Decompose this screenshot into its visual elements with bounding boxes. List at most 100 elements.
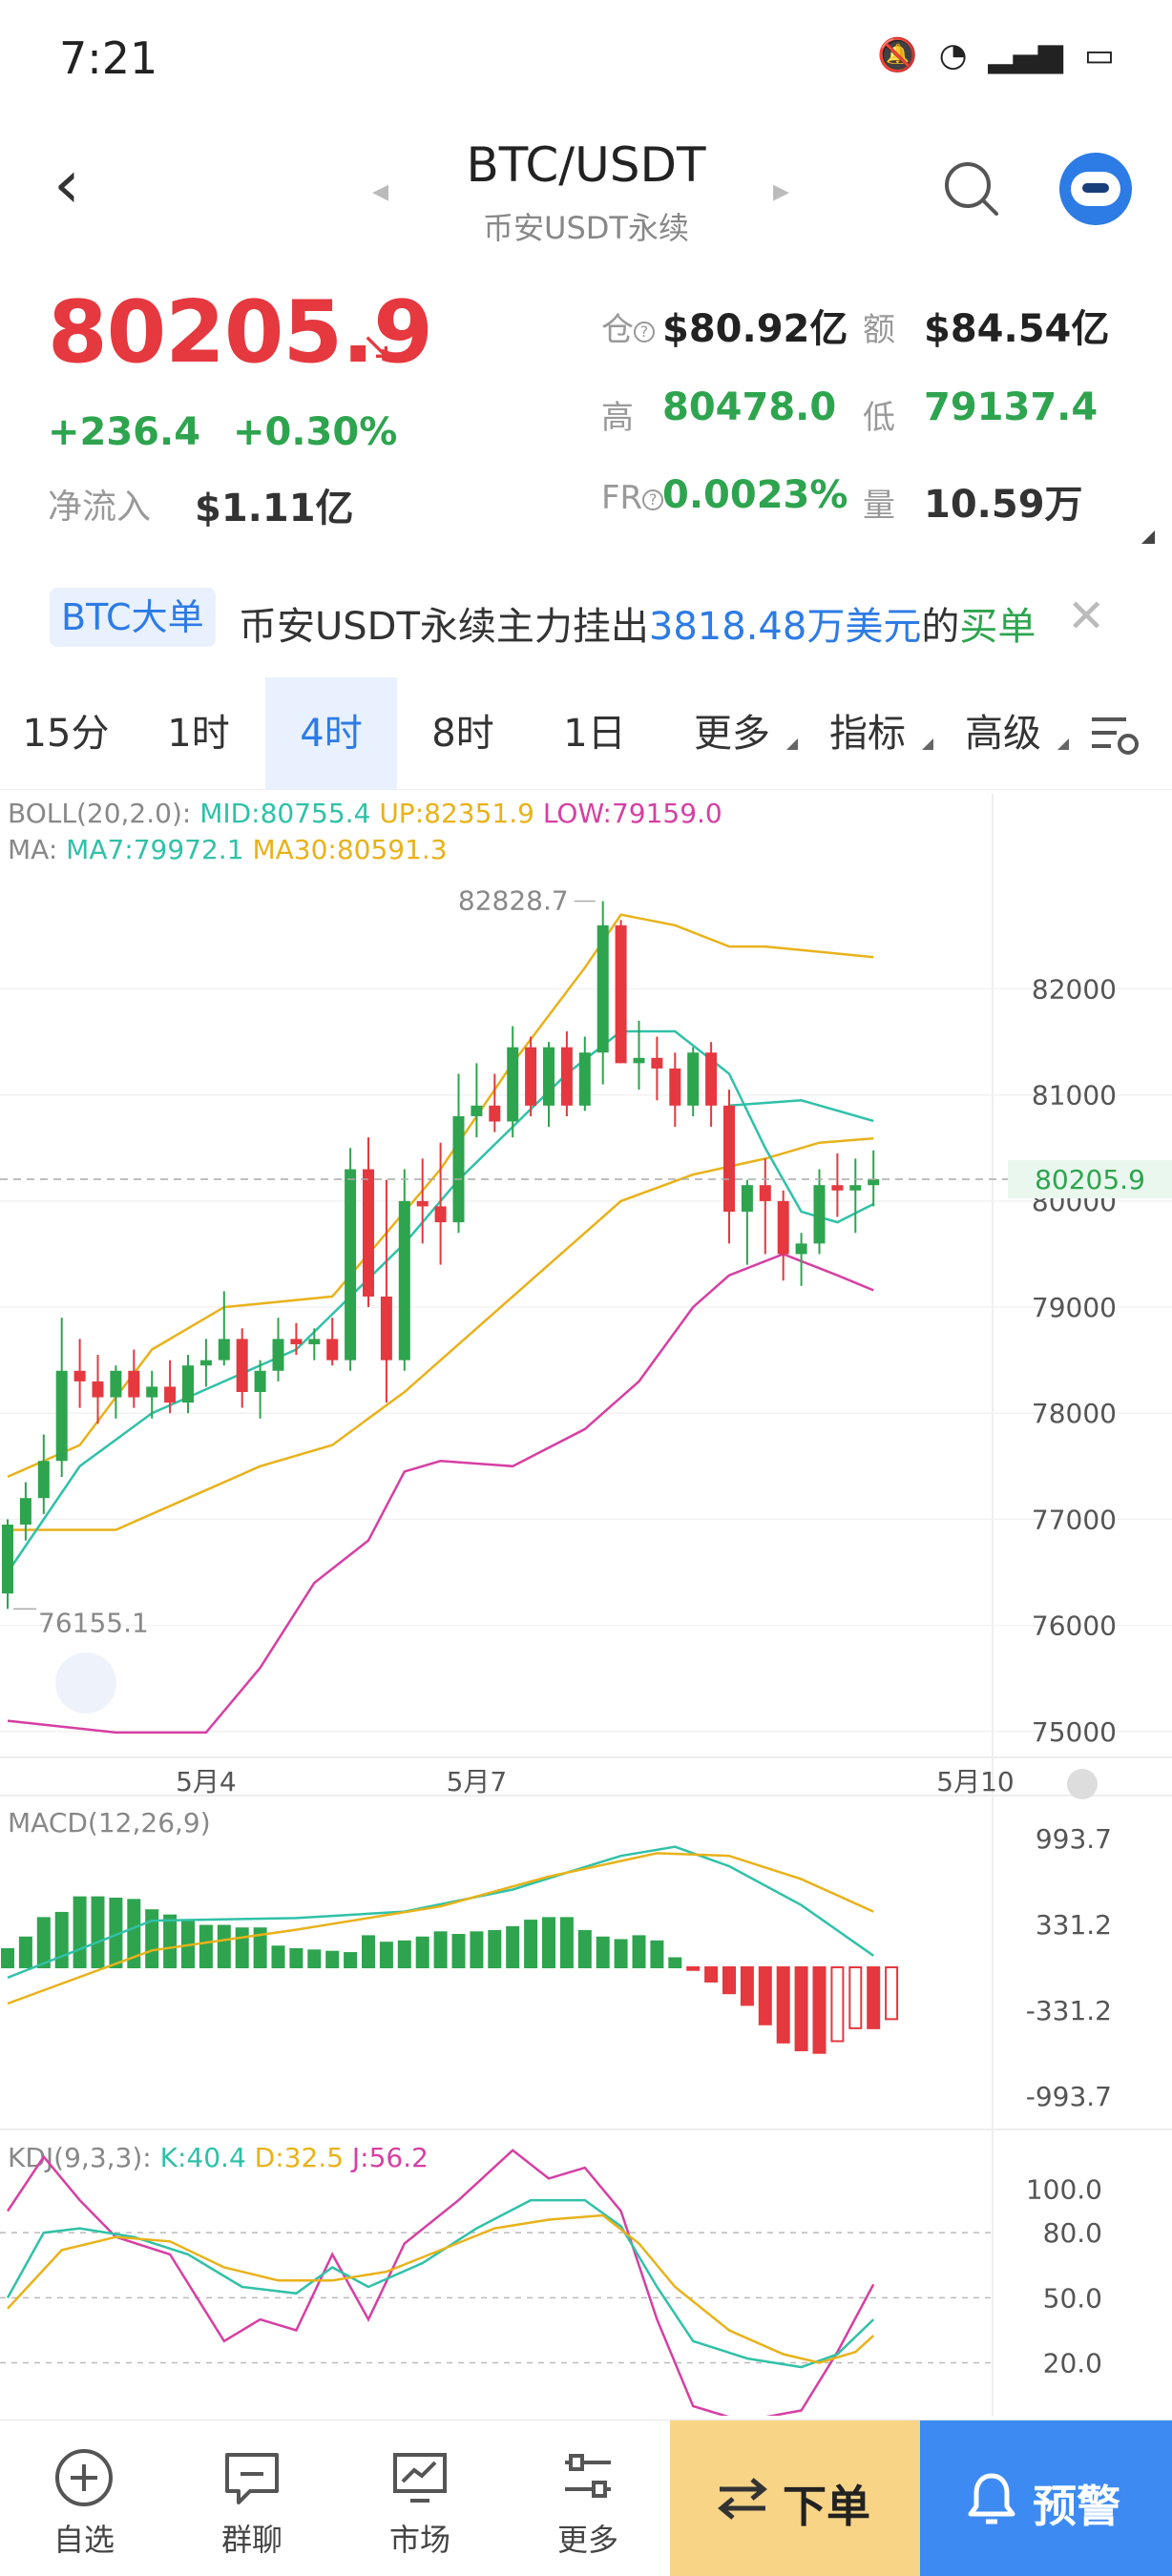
candle-body (687, 1052, 700, 1106)
next-symbol-icon[interactable]: ▸ (773, 172, 790, 210)
banner-text: 币安USDT永续主力挂出3818.48万美元的买单 (239, 605, 1036, 649)
search-icon[interactable] (941, 158, 1002, 219)
header: ‹ ◂ BTC/USDT 币安USDT永续 ▸ (0, 124, 1172, 248)
kline-chart[interactable]: 8200081000800007900078000770007600075000… (0, 794, 1172, 2416)
candle-body (525, 1047, 537, 1106)
tab-4h[interactable]: 4时 (265, 677, 397, 790)
kdj-tick-label: 20.0 (1043, 2348, 1102, 2379)
macd-tick-label: 331.2 (1036, 1909, 1112, 1941)
ma-legend: MA: MA7:79972.1 MA30:80591.3 (8, 834, 448, 865)
tab-1d[interactable]: 1日 (563, 712, 626, 756)
kdj-tick-label: 50.0 (1043, 2282, 1102, 2314)
candle (759, 1158, 771, 1255)
price-tick-label: 78000 (1032, 1398, 1117, 1429)
expand-corner-icon[interactable] (1141, 530, 1155, 544)
candle-body (596, 924, 609, 1053)
macd-tick-label: -993.7 (1026, 2081, 1112, 2112)
last-price: 80205.9 (48, 282, 433, 383)
netflow-value: $1.11亿 (195, 487, 354, 530)
robot-avatar[interactable] (1059, 153, 1132, 225)
candle-body (363, 1169, 374, 1297)
macd-bar (362, 1935, 375, 1968)
price-tick-label: 76000 (1032, 1610, 1117, 1642)
candle (110, 1365, 122, 1419)
tab-1h[interactable]: 1时 (167, 712, 230, 756)
tab-advanced[interactable]: 高级 (941, 677, 1069, 790)
tab-15m[interactable]: 15分 (22, 712, 110, 756)
macd-dea-line (7, 1852, 874, 2005)
high-value: 80478.0 (662, 385, 837, 429)
candle-body (236, 1339, 248, 1392)
price-alert-button[interactable]: 预警 (920, 2420, 1172, 2576)
chart-settings-icon[interactable] (1088, 712, 1141, 759)
candle (434, 1142, 447, 1265)
oi-label: 仓? (601, 303, 655, 350)
whale-order-banner[interactable]: BTC大单 币安USDT永续主力挂出3818.48万美元的买单 ✕ (0, 576, 1172, 658)
wifi-icon: ◔ (938, 36, 968, 74)
candle-body (2, 1524, 13, 1594)
candle (2, 1519, 13, 1610)
kdj-j-line (6, 2149, 875, 2416)
close-icon[interactable]: ✕ (1067, 590, 1106, 643)
price-alert-label: 预警 (1033, 2481, 1120, 2532)
date-tick-label: 5月4 (176, 1766, 237, 1797)
candle (669, 1052, 681, 1128)
candle-body (813, 1185, 826, 1244)
symbol-title[interactable]: BTC/USDT (466, 137, 706, 193)
nav-label: 自选 (52, 2522, 115, 2558)
macd-bar (704, 1966, 719, 1983)
nav-watchlist[interactable]: 自选 (0, 2420, 168, 2576)
macd-bar (758, 1966, 772, 2025)
macd-bar (506, 1925, 520, 1968)
macd-bar (289, 1947, 303, 1969)
back-icon[interactable]: ‹ (53, 145, 80, 223)
place-order-button[interactable]: 下单 (670, 2420, 920, 2576)
ma30-line (8, 1136, 874, 1531)
tab-more[interactable]: 更多 (670, 677, 798, 790)
candle (578, 1036, 591, 1111)
candle (813, 1169, 826, 1255)
candle-body (272, 1339, 284, 1371)
macd-bar (217, 1924, 231, 1969)
macd-bar (722, 1966, 736, 1995)
kdj-k-line (6, 2198, 875, 2369)
nav-chat[interactable]: 群聊 (168, 2420, 336, 2576)
candle (128, 1349, 140, 1408)
macd-bar (344, 1952, 358, 1969)
tab-8h[interactable]: 8时 (431, 712, 494, 756)
price-change-abs: +236.4 (48, 410, 201, 454)
candle (543, 1042, 555, 1128)
place-order-label: 下单 (783, 2481, 870, 2532)
prev-symbol-icon[interactable]: ◂ (372, 172, 389, 210)
candle (615, 920, 627, 1064)
macd-bar (577, 1929, 592, 1968)
candle-body (182, 1365, 194, 1403)
fr-label: FR? (601, 479, 664, 517)
candle (723, 1090, 735, 1244)
candle (831, 1153, 844, 1217)
candle (471, 1063, 483, 1138)
low-label: 低 (863, 399, 895, 437)
macd-bar (199, 1924, 213, 1969)
nav-more[interactable]: 更多 (504, 2420, 672, 2576)
status-icons: 🔕 ◔ ▂▄▆ ▭ (877, 36, 1115, 74)
netflow-label: 净流入 (48, 488, 152, 527)
kdj-tick-label: 80.0 (1043, 2217, 1102, 2249)
amount-value: $84.54亿 (924, 307, 1110, 351)
nav-market[interactable]: 市场 (336, 2420, 504, 2576)
candle (73, 1339, 86, 1408)
help-icon[interactable]: ? (634, 322, 655, 343)
candle-body (110, 1370, 122, 1398)
help-icon[interactable]: ? (642, 489, 664, 510)
price-down-arrow-icon: ↘ (361, 324, 393, 368)
boll-mid-line (728, 1099, 874, 1123)
macd-bar (253, 1927, 267, 1969)
macd-bar (18, 1936, 32, 1969)
candle (795, 1233, 807, 1286)
macd-bar (812, 1966, 827, 2054)
add-circle-icon (55, 2449, 113, 2506)
tab-indicators[interactable]: 指标 (806, 677, 933, 790)
candle-body (669, 1068, 681, 1106)
candle (146, 1370, 158, 1419)
candle-body (164, 1386, 177, 1403)
